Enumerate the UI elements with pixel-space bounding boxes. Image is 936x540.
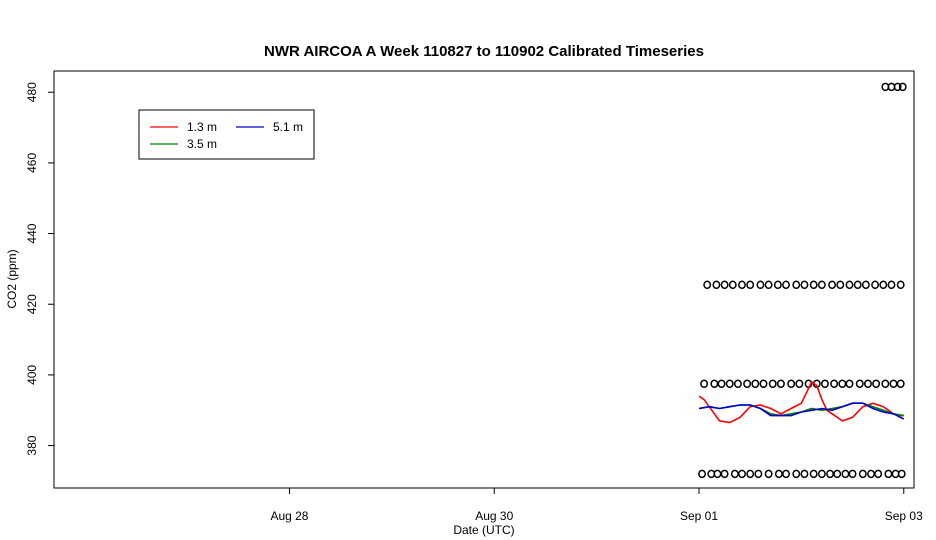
- calibration-point-2-20: [879, 280, 888, 290]
- y-tick-label-5: 480: [25, 82, 39, 102]
- calibration-point-2-15: [836, 280, 845, 290]
- calibration-point-0-15: [826, 469, 834, 479]
- y-axis-label: CO2 (ppm): [5, 249, 19, 308]
- calibration-point-2-17: [853, 280, 862, 290]
- calibration-point-1-5: [743, 379, 752, 388]
- y-tick-label-1: 400: [25, 365, 39, 385]
- calibration-point-2-4: [738, 280, 746, 290]
- legend-label-2: 5.1 m: [273, 120, 303, 134]
- calibration-point-0-6: [746, 469, 755, 479]
- chart-title: NWR AIRCOA A Week 110827 to 110902 Calib…: [264, 43, 704, 60]
- calibration-point-2-10: [792, 280, 801, 290]
- calibration-point-0-10: [782, 469, 790, 479]
- calibration-point-0-17: [841, 469, 850, 479]
- legend: 1.3 m 3.5 m 5.1 m: [138, 109, 315, 160]
- calibration-point-2-0: [703, 280, 712, 290]
- calibration-point-1-19: [863, 379, 872, 388]
- series-line-0: [698, 380, 904, 424]
- calibration-point-2-8: [773, 280, 782, 290]
- y-tick-label-0: 380: [25, 435, 39, 455]
- calibration-point-0-22: [884, 469, 893, 479]
- calibration-point-2-5: [746, 280, 755, 290]
- calibration-point-2-6: [756, 280, 765, 290]
- calibration-point-1-8: [768, 379, 777, 388]
- calibration-point-2-21: [887, 280, 896, 290]
- calibration-point-0-12: [800, 469, 809, 479]
- calibration-points: [698, 82, 907, 479]
- calibration-point-2-22: [896, 280, 905, 290]
- calibration-point-1-7: [759, 379, 768, 388]
- y-tick-label-3: 440: [25, 223, 39, 243]
- calibration-point-0-2: [713, 469, 722, 479]
- calibration-point-3-2: [893, 82, 902, 92]
- calibration-point-2-9: [782, 280, 790, 290]
- calibration-point-0-19: [858, 469, 867, 479]
- x-axis-label: Date (UTC): [453, 523, 514, 537]
- calibration-point-2-3: [728, 280, 737, 290]
- calibration-point-1-16: [838, 379, 847, 388]
- calibration-point-0-5: [738, 469, 746, 479]
- calibration-point-1-3: [725, 379, 734, 388]
- calibration-point-0-8: [764, 469, 773, 479]
- calibration-point-1-17: [845, 379, 854, 388]
- calibration-point-1-14: [820, 379, 829, 388]
- calibration-point-0-14: [817, 469, 826, 479]
- calibration-point-2-11: [800, 280, 809, 290]
- calibration-point-0-9: [774, 469, 783, 479]
- calibration-point-0-7: [754, 469, 763, 479]
- x-tick-label-0: Aug 28: [270, 509, 308, 523]
- calibration-point-2-18: [861, 280, 870, 290]
- calibration-point-0-16: [833, 469, 842, 479]
- calibration-point-0-24: [897, 469, 906, 479]
- calibration-point-1-22: [889, 379, 898, 388]
- calibration-point-2-16: [845, 280, 854, 290]
- calibration-point-0-21: [874, 469, 883, 479]
- calibration-point-2-14: [828, 280, 837, 290]
- y-tick-label-4: 460: [25, 153, 39, 173]
- calibration-point-0-3: [720, 469, 729, 479]
- calibration-point-2-13: [817, 280, 826, 290]
- calibration-point-1-20: [872, 379, 881, 388]
- legend-label-1: 3.5 m: [187, 137, 217, 151]
- calibration-point-1-21: [881, 379, 890, 388]
- calibration-point-1-4: [733, 379, 742, 388]
- calibration-point-2-19: [871, 280, 880, 290]
- calibration-point-1-6: [751, 379, 760, 388]
- calibration-point-2-12: [809, 280, 818, 290]
- x-tick-label-2: Sep 01: [680, 509, 718, 523]
- calibration-point-1-10: [787, 379, 796, 388]
- x-tick-label-3: Sep 03: [885, 509, 923, 523]
- calibration-point-2-1: [712, 280, 721, 290]
- calibration-point-1-0: [700, 379, 709, 388]
- legend-box: [138, 109, 315, 160]
- series-line-1: [698, 402, 904, 417]
- calibration-point-1-23: [896, 379, 905, 388]
- y-tick-label-2: 420: [25, 294, 39, 314]
- x-tick-label-1: Aug 30: [475, 509, 513, 523]
- calibration-point-0-13: [809, 469, 818, 479]
- legend-label-0: 1.3 m: [187, 120, 217, 134]
- calibration-point-0-20: [867, 469, 875, 479]
- calibration-point-0-4: [730, 469, 739, 479]
- calibration-point-3-3: [898, 82, 907, 92]
- calibration-point-2-2: [720, 280, 729, 290]
- x-axis: Aug 28 Aug 30 Sep 01 Sep 03: [270, 488, 923, 523]
- series-lines: [698, 380, 905, 424]
- plot-area-frame: [53, 70, 915, 489]
- calibration-point-0-18: [848, 469, 857, 479]
- calibration-point-1-15: [830, 379, 839, 388]
- series-line-2: [698, 402, 905, 420]
- calibration-point-0-0: [698, 469, 707, 479]
- calibration-point-1-9: [776, 379, 785, 388]
- calibration-point-2-7: [764, 280, 773, 290]
- calibration-point-1-11: [795, 379, 804, 388]
- calibration-point-1-18: [855, 379, 864, 388]
- y-axis: 380 400 420 440 460 480: [25, 82, 54, 456]
- calibration-point-1-1: [710, 379, 719, 388]
- calibration-point-1-2: [717, 379, 726, 388]
- calibration-point-0-11: [792, 469, 801, 479]
